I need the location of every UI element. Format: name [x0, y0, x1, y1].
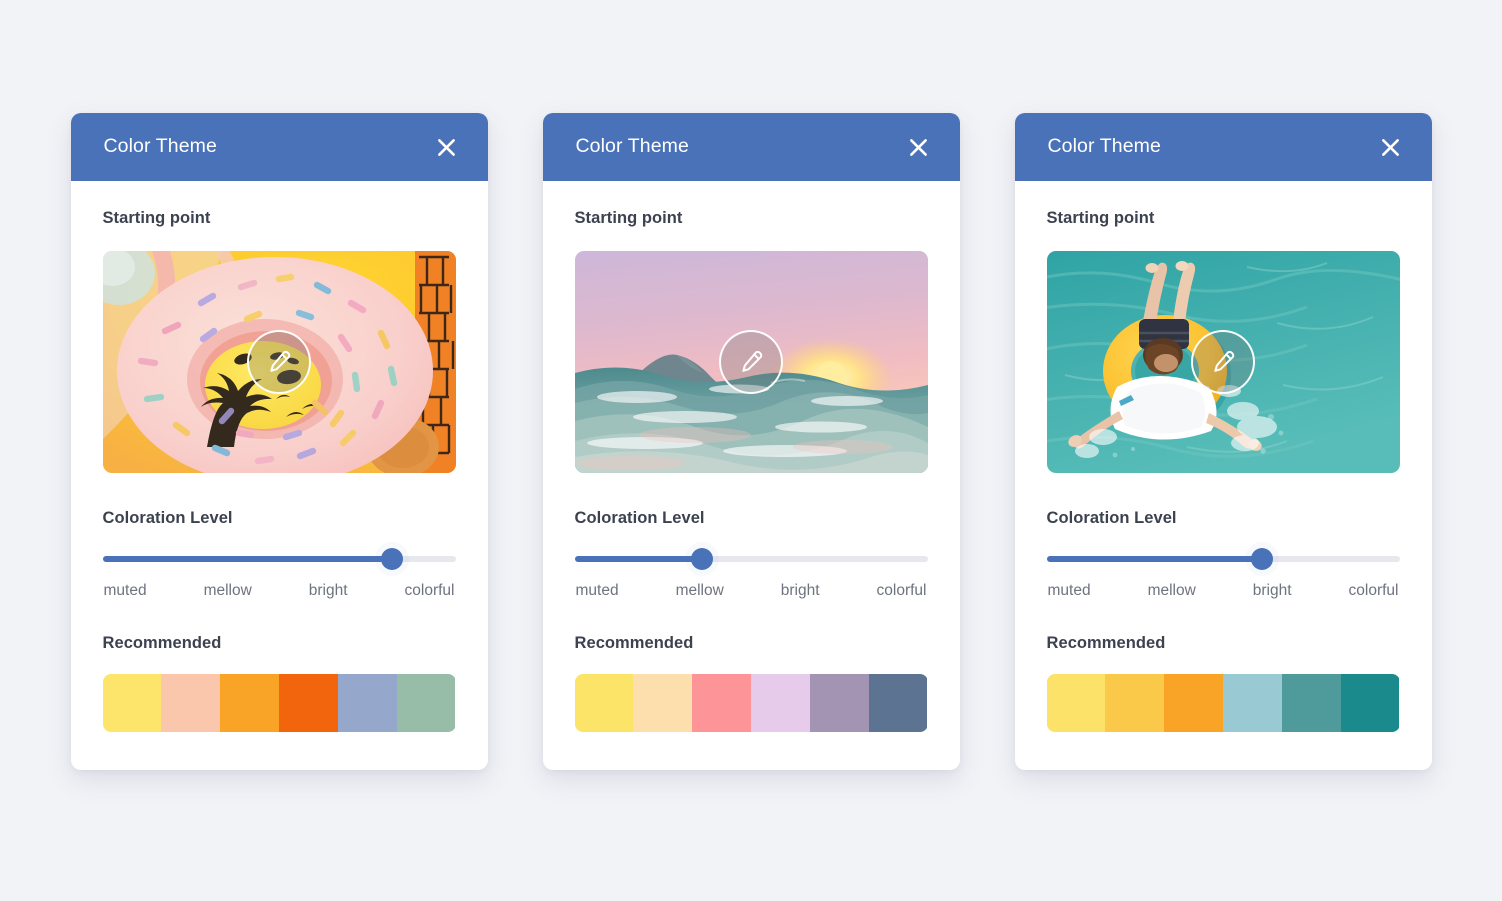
recommended-block: Recommended [1046, 634, 1400, 732]
coloration-slider[interactable] [102, 547, 456, 570]
starting-point-label: Starting point [574, 209, 683, 227]
color-swatch-4[interactable] [750, 673, 810, 732]
color-swatch-4[interactable] [278, 673, 338, 732]
starting-point-thumbnail[interactable] [102, 250, 456, 473]
tick-mellow[interactable]: mellow [675, 581, 724, 599]
slider-tick-labels: muted mellow bright colorful [1047, 582, 1400, 601]
tick-mellow[interactable]: mellow [203, 581, 252, 599]
slider-tick-labels: muted mellow bright colorful [575, 582, 928, 601]
color-swatch-3[interactable] [1164, 673, 1223, 732]
page-title: Color Theme [103, 135, 217, 158]
color-swatch-5[interactable] [337, 673, 397, 732]
pencil-icon [1214, 350, 1235, 372]
color-swatch-3[interactable] [220, 673, 279, 732]
slider-thumb[interactable] [690, 547, 713, 570]
starting-point-thumbnail[interactable] [1046, 250, 1400, 473]
color-swatch-1[interactable] [102, 673, 162, 732]
coloration-level-block: Coloration Level muted mellow bright col… [1046, 508, 1400, 601]
edit-image-button[interactable] [719, 329, 783, 394]
card-header: Color Theme [1014, 113, 1432, 181]
slider-fill [1046, 555, 1262, 562]
coloration-level-block: Coloration Level muted mellow bright col… [574, 508, 928, 601]
coloration-slider[interactable] [574, 547, 928, 570]
card-body: Starting point [1015, 181, 1432, 770]
starting-point-label: Starting point [1046, 209, 1155, 227]
color-swatch-2[interactable] [161, 673, 221, 732]
edit-image-button[interactable] [247, 329, 311, 394]
recommended-label: Recommended [1046, 634, 1166, 653]
coloration-level-label: Coloration Level [574, 508, 705, 527]
color-swatch-5[interactable] [809, 673, 869, 732]
page-title: Color Theme [575, 135, 689, 158]
pencil-icon [270, 350, 291, 372]
color-swatch-4[interactable] [1222, 673, 1282, 732]
color-swatch-6[interactable] [396, 673, 456, 732]
color-swatch-1[interactable] [574, 673, 634, 732]
tick-mellow[interactable]: mellow [1147, 581, 1196, 599]
card-body: Starting point [543, 181, 960, 770]
coloration-level-block: Coloration Level muted mellow bright col… [102, 508, 456, 601]
close-button[interactable] [1374, 130, 1408, 164]
starting-point-thumbnail[interactable] [574, 250, 928, 473]
recommended-block: Recommended [102, 634, 456, 732]
slider-track [574, 555, 928, 562]
close-button[interactable] [430, 130, 464, 164]
close-icon [910, 138, 927, 156]
color-swatch-6[interactable] [1340, 673, 1400, 732]
recommended-label: Recommended [102, 634, 222, 653]
close-icon [438, 138, 455, 156]
slider-thumb[interactable] [1250, 547, 1273, 570]
edit-image-button[interactable] [1191, 329, 1255, 394]
pool-float-aerial-image [1046, 250, 1400, 473]
tick-bright[interactable]: bright [308, 581, 348, 599]
color-swatch-2[interactable] [1105, 673, 1165, 732]
recommended-swatch-strip [102, 673, 456, 732]
tick-colorful[interactable]: colorful [404, 581, 455, 599]
recommended-block: Recommended [574, 634, 928, 732]
color-theme-card: Color Theme Starting point [70, 113, 488, 770]
tick-bright[interactable]: bright [1252, 581, 1292, 599]
color-theme-card: Color Theme Starting point [542, 113, 960, 770]
tick-colorful[interactable]: colorful [876, 581, 927, 599]
tick-muted[interactable]: muted [103, 581, 147, 599]
tick-bright[interactable]: bright [780, 581, 820, 599]
card-body: Starting point [71, 181, 488, 770]
color-swatch-1[interactable] [1046, 673, 1106, 732]
slider-thumb[interactable] [380, 547, 403, 570]
pencil-icon [742, 350, 763, 372]
recommended-label: Recommended [574, 634, 694, 653]
card-header: Color Theme [70, 113, 488, 181]
slider-tick-labels: muted mellow bright colorful [103, 582, 456, 601]
color-swatch-2[interactable] [633, 673, 693, 732]
color-swatch-5[interactable] [1281, 673, 1341, 732]
coloration-level-label: Coloration Level [1046, 508, 1177, 527]
color-swatch-3[interactable] [692, 673, 751, 732]
card-header: Color Theme [542, 113, 960, 181]
recommended-swatch-strip [1046, 673, 1400, 732]
coloration-level-label: Coloration Level [102, 508, 233, 527]
tick-colorful[interactable]: colorful [1348, 581, 1399, 599]
close-icon [1382, 138, 1399, 156]
tick-muted[interactable]: muted [1047, 581, 1091, 599]
color-theme-card: Color Theme Starting point [1014, 113, 1432, 770]
coloration-slider[interactable] [1046, 547, 1400, 570]
starting-point-label: Starting point [102, 209, 211, 227]
sunset-ocean-image [574, 250, 928, 473]
close-button[interactable] [902, 130, 936, 164]
page-title: Color Theme [1047, 135, 1161, 158]
color-swatch-6[interactable] [868, 673, 928, 732]
slider-fill [574, 555, 702, 562]
slider-fill [102, 555, 392, 562]
tick-muted[interactable]: muted [575, 581, 619, 599]
recommended-swatch-strip [574, 673, 928, 732]
